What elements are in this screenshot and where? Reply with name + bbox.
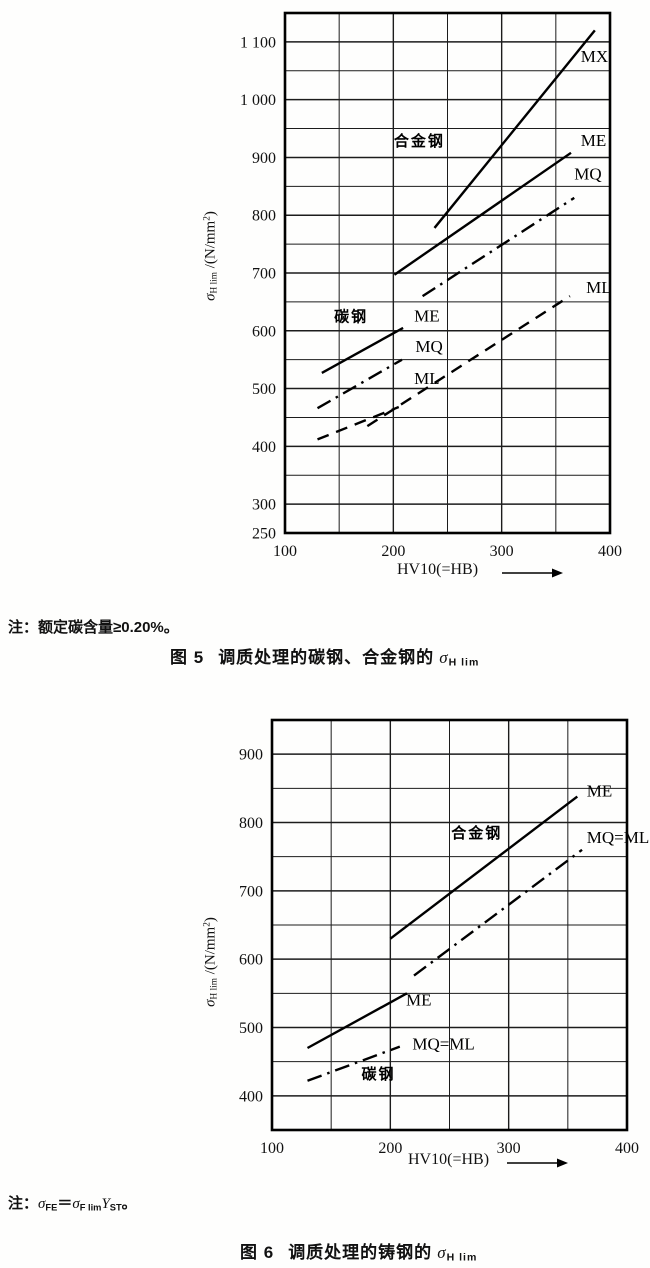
series-line-mx [433, 29, 596, 229]
series-line-ml [317, 405, 400, 441]
series-line-me [321, 326, 404, 375]
x-axis-tick-label: 300 [490, 543, 514, 560]
figure6-caption: 图 6 调质处理的铸钢的 σH lim [240, 1238, 477, 1264]
x-axis-tick-label: 300 [497, 1140, 521, 1157]
sigma-subscript: H lim [209, 978, 220, 1000]
equals-sign: ＝ [57, 1195, 73, 1212]
series-line-mq-ml [307, 1045, 401, 1082]
unit-close: ) [202, 211, 219, 217]
y-axis-tick-label: 600 [239, 952, 263, 969]
x-axis-tick-label: 400 [598, 543, 622, 560]
x-axis-tick-label: 100 [260, 1140, 284, 1157]
sigma-subscript: H lim [446, 1251, 478, 1264]
sigma-symbol: σ [38, 1196, 46, 1212]
chart-annotation: MQ=ML [587, 828, 649, 847]
y-factor-symbol: Y [101, 1196, 110, 1212]
sigma-symbol: σ [202, 999, 219, 1007]
y-axis-tick-label: 250 [252, 526, 276, 543]
y-axis-tick-label: 400 [239, 1088, 263, 1105]
chart-border [283, 11, 612, 535]
series-line-ml [366, 295, 571, 428]
chart-annotation: ML [414, 369, 440, 388]
x-axis-arrow-icon [502, 568, 563, 578]
series-line-me [389, 795, 579, 940]
chart-annotation: 碳钢 [334, 308, 368, 326]
y-axis-tick-label: 800 [239, 815, 263, 832]
figure-title-text: 调质处理的碳钢、合金钢的 [218, 648, 435, 667]
sigma-symbol: σ [72, 1196, 80, 1212]
sigma-symbol: σ [202, 293, 219, 301]
x-axis-tick-label: 200 [378, 1140, 402, 1157]
x-axis-tick-label: 200 [381, 543, 405, 560]
sigma-symbol: σ [437, 1243, 447, 1262]
chart-border [270, 718, 629, 1132]
figure6-plot: 100 200 300 400 900 800 700 600 500 400 ME MQ=ML 合金钢… [239, 718, 649, 1157]
y-factor-subscript: ST [109, 1202, 122, 1213]
chart-annotation: ME [581, 131, 607, 150]
chart-annotation: 合金钢 [450, 824, 502, 842]
sigma-symbol: σ [439, 648, 449, 667]
chart-annotation: MQ [574, 164, 601, 183]
chart-annotation: 碳钢 [361, 1065, 395, 1083]
sigma-subscript: H lim [209, 272, 220, 294]
figure5-x-axis-title: HV10(=HB) [397, 561, 479, 578]
y-axis-tick-label: 700 [252, 266, 276, 283]
unit-text: /(N/mm [202, 926, 219, 979]
unit-text: /(N/mm [202, 220, 219, 273]
x-axis-tick-label: 100 [273, 543, 297, 560]
figure-title-text: 调质处理的铸钢的 [288, 1243, 433, 1262]
chart-annotation: ML [586, 278, 612, 297]
series-line-me [306, 992, 408, 1050]
series-line-me [393, 151, 572, 276]
sigma-subscript: FE [45, 1202, 58, 1213]
chart-annotation: 合金钢 [393, 132, 445, 150]
series-line-mq [316, 358, 403, 410]
y-axis-tick-label: 700 [239, 883, 263, 900]
y-axis-tick-label: 900 [252, 150, 276, 167]
unit-close: ) [202, 917, 219, 923]
chart-annotation: MQ=ML [412, 1034, 474, 1053]
note-prefix: 注： [8, 1195, 39, 1212]
y-axis-tick-label: 400 [252, 439, 276, 456]
y-axis-tick-label: 600 [252, 323, 276, 340]
y-axis-tick-label: 500 [252, 381, 276, 398]
figure5-y-axis-title: σH lim /(N/mm2) [202, 211, 219, 301]
chart-annotation: MX [581, 47, 608, 66]
figure5-note: 注：额定碳含量≥0.20%。 [8, 619, 179, 636]
chart-annotation: MQ [415, 337, 442, 356]
note-period: 。 [121, 1195, 137, 1212]
y-axis-tick-label: 1 000 [240, 92, 276, 109]
figure5-plot: 100 200 300 400 1 100 1 000 900 800 700 600 500 400… [240, 11, 622, 560]
y-axis-tick-label: 500 [239, 1020, 263, 1037]
unit-exponent: 2 [202, 922, 213, 927]
y-axis-tick-label: 1 100 [240, 34, 276, 51]
series-line-mq [421, 196, 575, 298]
sigma-subscript: F lim [79, 1202, 102, 1213]
unit-exponent: 2 [202, 216, 213, 221]
chart-annotation: ME [406, 991, 432, 1010]
figure6-y-axis-title: σH lim /(N/mm2) [202, 917, 219, 1007]
chart-annotation: ME [587, 782, 613, 801]
x-axis-tick-label: 400 [615, 1140, 639, 1157]
figure5-caption: 图 5 调质处理的碳钢、合金钢的 σH lim [170, 643, 479, 669]
figure-number: 图 5 [170, 648, 205, 667]
y-axis-tick-label: 300 [252, 497, 276, 514]
figure6-x-axis-title: HV10(=HB) [408, 1151, 490, 1168]
series-line-mq-ml [413, 848, 583, 977]
sigma-subscript: H lim [448, 656, 480, 669]
y-axis-tick-label: 900 [239, 747, 263, 764]
chart-annotation: ME [414, 307, 440, 326]
x-axis-arrow-icon [507, 1158, 568, 1168]
figure-number: 图 6 [240, 1243, 275, 1262]
figure6-note: 注：σFE＝σF limYST。 [8, 1192, 137, 1213]
y-axis-tick-label: 800 [252, 208, 276, 225]
